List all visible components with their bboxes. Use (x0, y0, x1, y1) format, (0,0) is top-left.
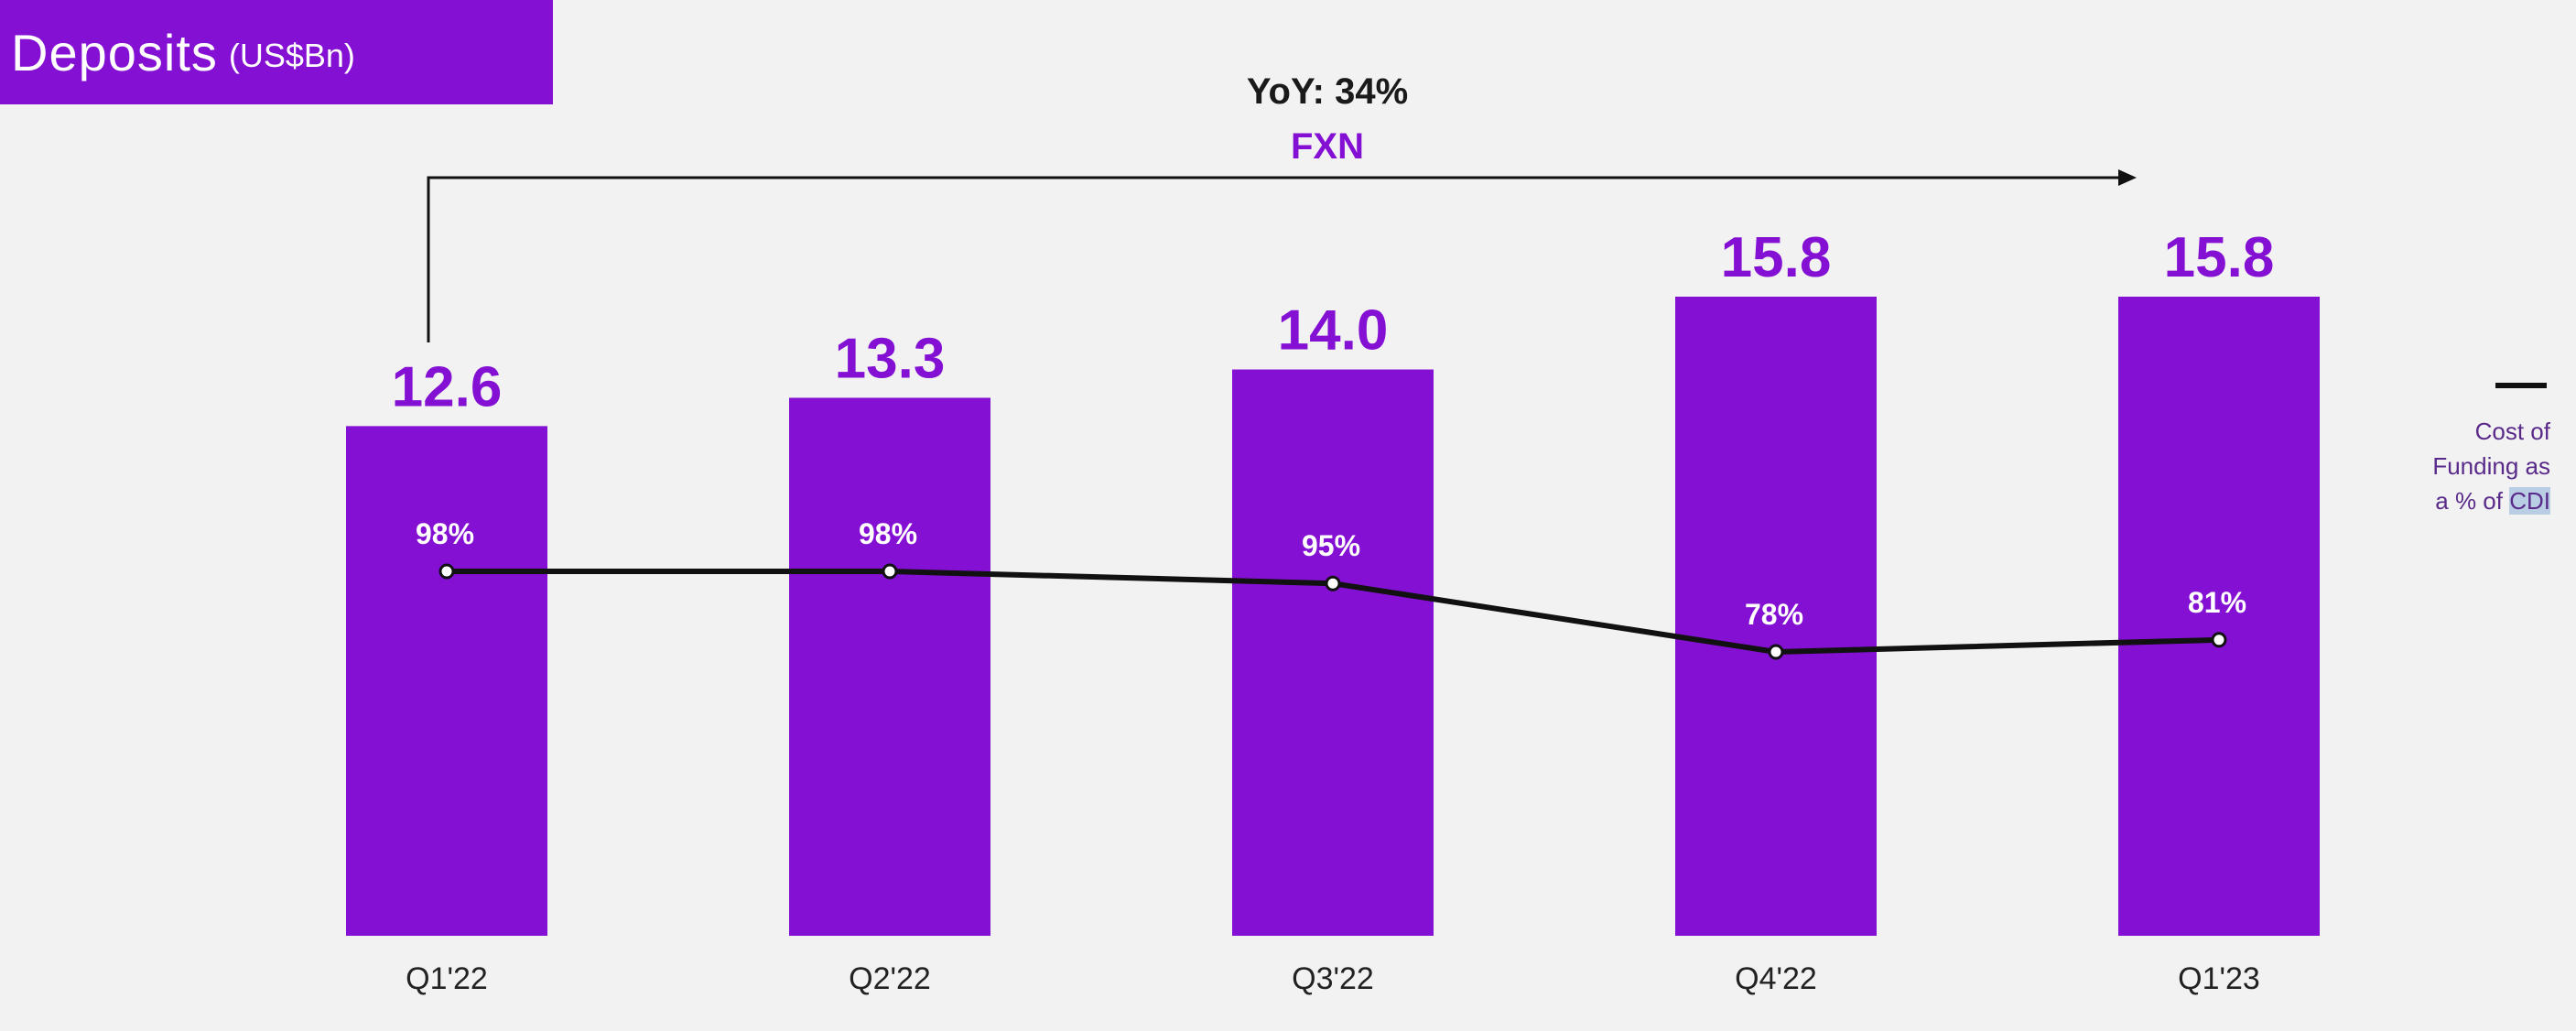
line-point-label-2: 98% (859, 517, 917, 550)
title-unit: (US$Bn) (228, 37, 355, 74)
legend-label: Cost of Funding as a % of CDI (2276, 414, 2550, 518)
legend-line-2: Funding as (2432, 452, 2550, 480)
line-point-5 (2211, 632, 2227, 648)
line-point-label-4: 78% (1745, 598, 1803, 631)
yoy-connector-line (427, 176, 2120, 342)
category-label-3: Q3'22 (1292, 961, 1374, 996)
page-title: Deposits (11, 23, 218, 81)
line-point-3 (1325, 575, 1341, 591)
line-point-4 (1768, 644, 1784, 660)
legend-line-1: Cost of (2474, 418, 2550, 445)
bar-1 (346, 426, 547, 937)
title-box: Deposits (US$Bn) (0, 0, 553, 104)
category-label-5: Q1'23 (2178, 961, 2260, 996)
bar-value-label-5: 15.8 (2164, 226, 2275, 289)
yoy-label: YoY: 34% (1246, 71, 1409, 112)
bar-5 (2118, 297, 2320, 936)
legend-line-3-prefix: a % of (2435, 487, 2510, 515)
bar-2 (789, 397, 990, 937)
yoy-basis-label: FXN (1291, 126, 1364, 167)
category-label-4: Q4'22 (1735, 961, 1817, 996)
category-label-2: Q2'22 (849, 961, 931, 996)
bar-value-label-1: 12.6 (392, 355, 503, 418)
bar-3 (1232, 369, 1434, 936)
bar-value-label-4: 15.8 (1721, 226, 1832, 289)
yoy-arrow-head-icon (2118, 169, 2137, 186)
line-point-label-1: 98% (416, 517, 474, 550)
category-label-1: Q1'22 (406, 961, 488, 996)
line-point-label-5: 81% (2188, 586, 2246, 619)
line-point-label-3: 95% (1302, 529, 1360, 562)
line-point-2 (882, 563, 898, 580)
bar-value-label-2: 13.3 (835, 327, 946, 390)
legend-line-swatch (2495, 383, 2547, 388)
legend-line-3: a % of CDI (2276, 483, 2550, 518)
legend-cdi-highlight: CDI (2509, 487, 2550, 515)
bar-4 (1675, 297, 1877, 936)
bar-value-label-3: 14.0 (1278, 299, 1389, 363)
line-point-1 (438, 563, 455, 580)
